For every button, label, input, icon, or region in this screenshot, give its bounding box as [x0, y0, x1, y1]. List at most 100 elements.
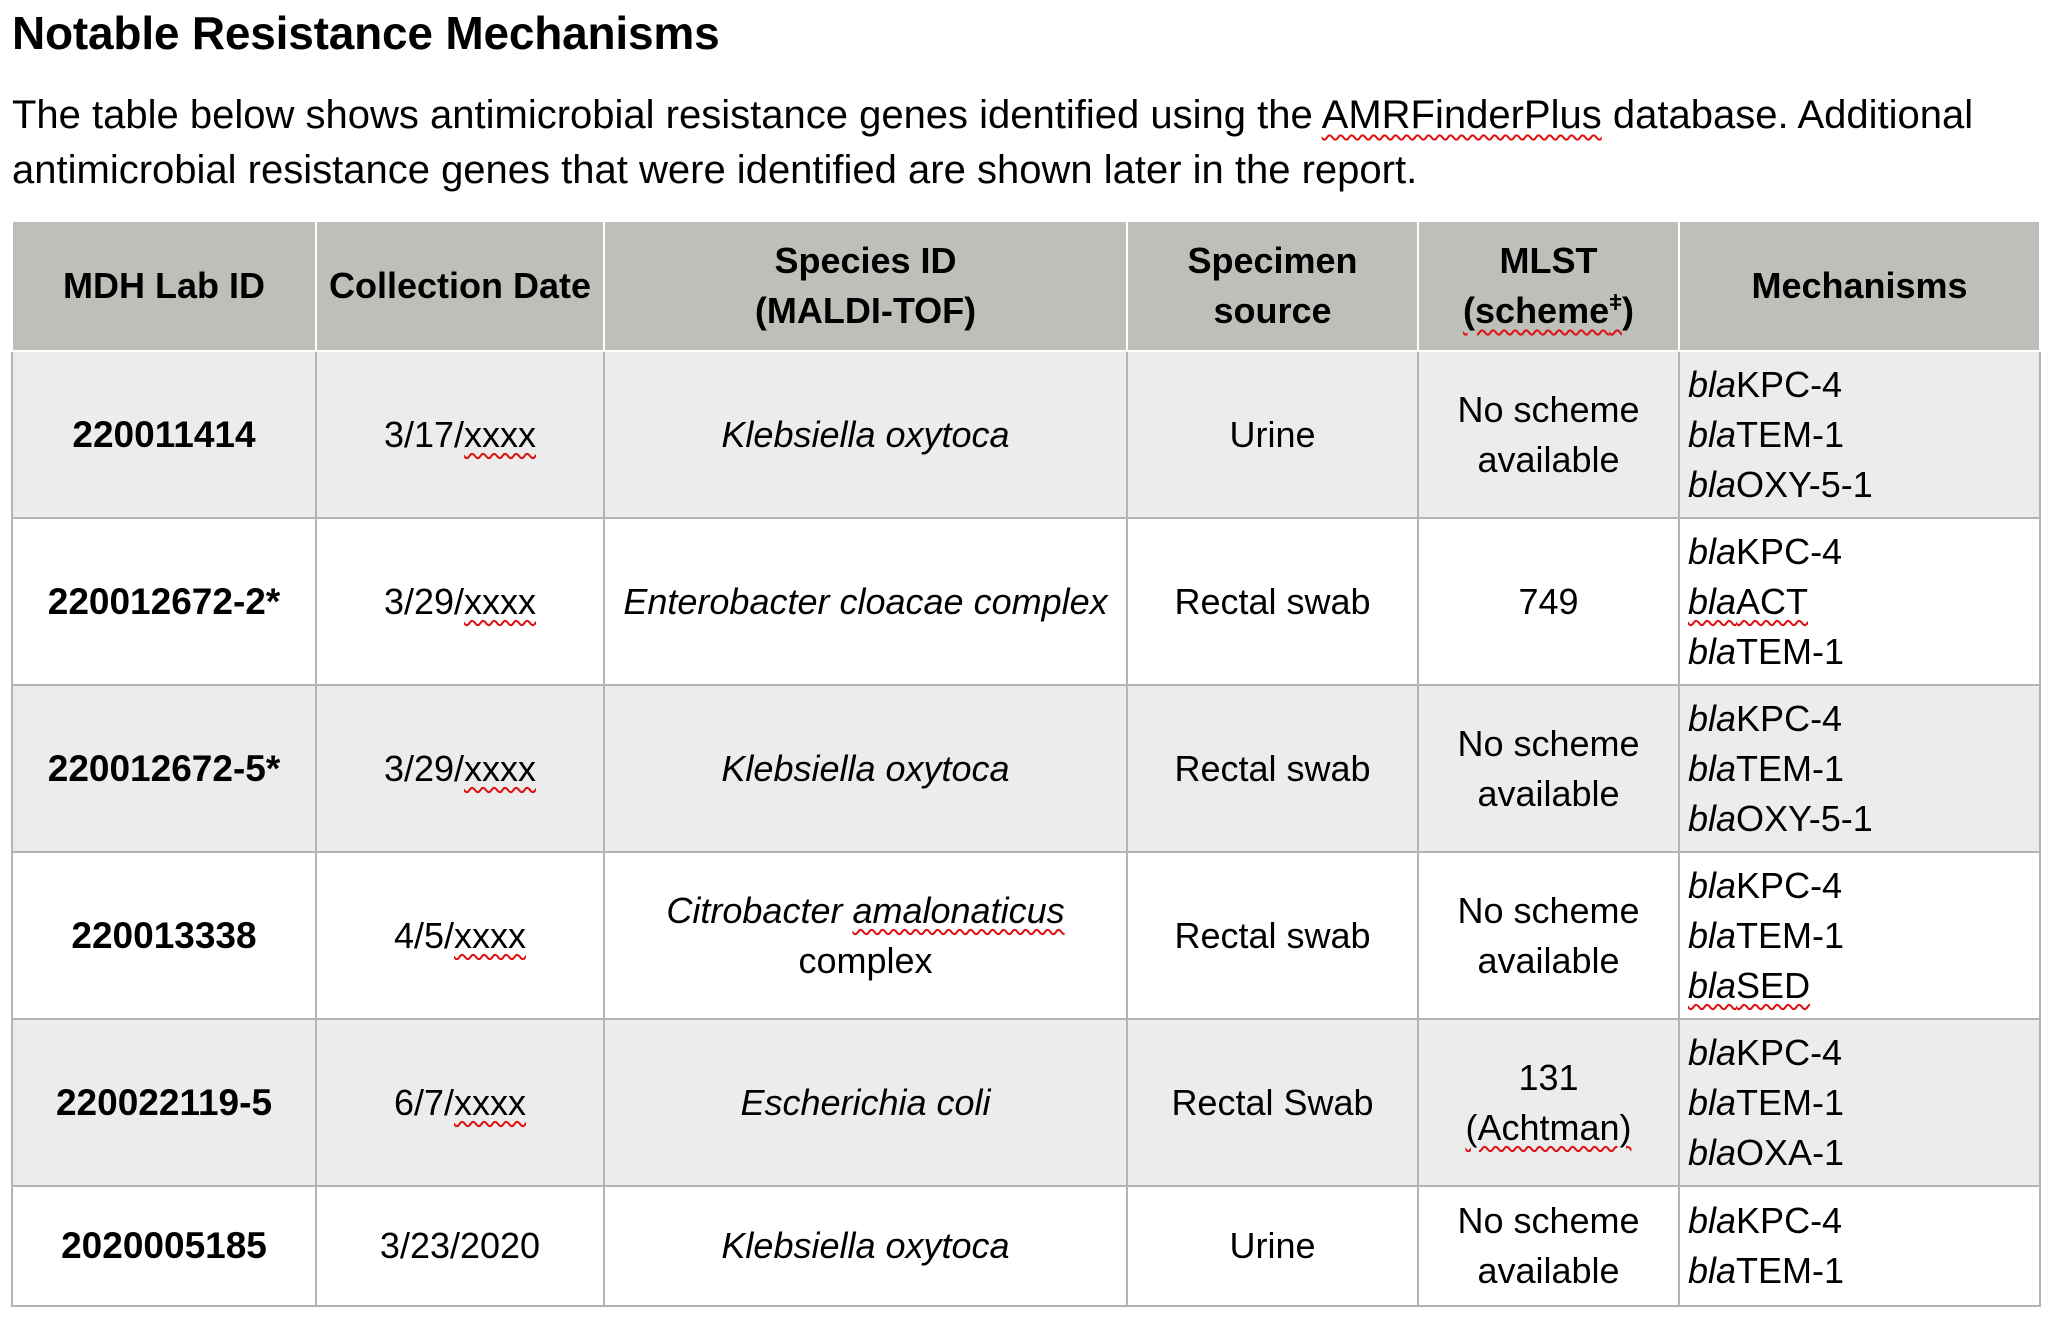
gene-squiggle: blaSED [1688, 965, 1810, 1006]
specimen-source-cell: Rectal swab [1126, 517, 1419, 686]
gene-prefix: bla [1688, 864, 1737, 906]
gene-prefix: bla [1688, 697, 1737, 739]
table-row: 220013338 4/5/xxxx Citrobacter amalonati… [11, 851, 2041, 1020]
header-collection-date: Collection Date [315, 220, 605, 352]
gene-name: OXA-1 [1736, 1131, 1845, 1173]
species-line1-wrap: Citrobacter amalonaticus [666, 890, 1064, 931]
lab-id-cell: 220022119-5 [11, 1018, 317, 1187]
intro-text-start: The table below shows antimicrobial resi… [12, 93, 1322, 137]
gene-entry: blaKPC-4 [1688, 527, 2031, 577]
header-mlst: MLST (schemeǂ) [1417, 220, 1680, 352]
date-suffix: xxxx [464, 413, 537, 455]
table-row: 220012672-5* 3/29/xxxx Klebsiella oxytoc… [11, 684, 2041, 853]
gene-prefix: bla [1688, 363, 1737, 405]
gene-entry: blaTEM-1 [1688, 1246, 2031, 1296]
table-row: 220022119-5 6/7/xxxx Escherichia coli Re… [11, 1018, 2041, 1187]
gene-name: TEM-1 [1736, 630, 1845, 672]
header-mlst-close: ) [1621, 290, 1634, 331]
gene-name: KPC-4 [1736, 1200, 1843, 1241]
mlst-line2: available [1477, 438, 1620, 480]
date-prefix: 4/5/ [393, 914, 455, 956]
mlst-cell: 749 [1417, 517, 1680, 686]
gene-name: TEM-1 [1736, 747, 1845, 789]
lab-id-cell: 220011414 [11, 350, 317, 519]
species-line1: Escherichia coli [740, 1081, 991, 1123]
mlst-line1: No scheme [1457, 1200, 1640, 1241]
lab-id-cell: 220012672-2* [11, 517, 317, 686]
species-cell: Citrobacter amalonaticus complex [603, 851, 1128, 1020]
gene-squiggle: blaACT [1688, 581, 1808, 622]
table-header-row: MDH Lab ID Collection Date Species ID (MA… [11, 220, 2041, 352]
header-source-line1: Specimen [1187, 240, 1358, 281]
header-species-line1: Species ID [774, 240, 957, 281]
collection-date-cell: 3/29/xxxx [315, 517, 605, 686]
gene-name: TEM-1 [1736, 1250, 1845, 1291]
lab-id-cell: 2020005185 [11, 1185, 317, 1307]
header-mlst-superscript: ǂ [1609, 290, 1622, 315]
header-lab-id: MDH Lab ID [11, 220, 317, 352]
mlst-cell: No scheme available [1417, 350, 1680, 519]
collection-date-cell: 6/7/xxxx [315, 1018, 605, 1187]
mechanisms-cell: blaKPC-4 blaTEM-1 blaSED [1678, 851, 2041, 1020]
gene-prefix: bla [1688, 630, 1737, 672]
specimen-source-cell: Rectal swab [1126, 851, 1419, 1020]
gene-entry: blaTEM-1 [1688, 410, 2031, 460]
gene-name: KPC-4 [1736, 864, 1843, 906]
gene-prefix: bla [1688, 964, 1737, 1006]
page-title: Notable Resistance Mechanisms [12, 7, 720, 59]
gene-entry: blaOXY-5-1 [1688, 460, 2031, 510]
gene-prefix: bla [1688, 1200, 1737, 1241]
specimen-source-cell: Rectal Swab [1126, 1018, 1419, 1187]
date-prefix: 3/29/ [383, 747, 465, 789]
mlst-cell: 131 (Achtman) [1417, 1018, 1680, 1187]
date-suffix: xxxx [464, 580, 537, 622]
collection-date-cell: 3/17/xxxx [315, 350, 605, 519]
gene-entry: blaKPC-4 [1688, 694, 2031, 744]
intro-text-end: database. Additional antimicrobial resis… [12, 93, 1974, 192]
amrfinderplus-link: AMRFinderPlus [1321, 93, 1602, 137]
table-row: 220011414 3/17/xxxx Klebsiella oxytoca U… [11, 350, 2041, 519]
resistance-table: MDH Lab ID Collection Date Species ID (MA… [11, 220, 2041, 1307]
mlst-line1: 131 [1518, 1056, 1579, 1098]
gene-prefix: bla [1688, 580, 1737, 622]
gene-entry: blaKPC-4 [1688, 861, 2031, 911]
gene-prefix: bla [1688, 797, 1737, 839]
collection-date-cell: 3/23/2020 [315, 1185, 605, 1307]
header-mlst-line1: MLST [1499, 240, 1598, 281]
gene-name: TEM-1 [1736, 1081, 1845, 1123]
gene-prefix: bla [1688, 1081, 1737, 1123]
mlst-line2: available [1477, 939, 1620, 981]
species-line1: Enterobacter cloacae complex [623, 580, 1108, 622]
lab-id-cell: 220012672-5* [11, 684, 317, 853]
species-cell: Escherichia coli [603, 1018, 1128, 1187]
gene-prefix: bla [1688, 747, 1737, 789]
species-squiggle-word: amalonaticus [852, 889, 1065, 931]
date-suffix: xxxx [454, 914, 527, 956]
species-line1: Klebsiella oxytoca [721, 747, 1010, 789]
gene-name: OXY-5-1 [1736, 797, 1873, 839]
mlst-line1: No scheme [1457, 388, 1640, 430]
mechanisms-cell: blaKPC-4 blaTEM-1 [1678, 1185, 2041, 1307]
intro-paragraph: The table below shows antimicrobial resi… [12, 88, 2042, 198]
collection-date-cell: 3/29/xxxx [315, 684, 605, 853]
table-row: 220012672-2* 3/29/xxxx Enterobacter cloa… [11, 517, 2041, 686]
table-row: 2020005185 3/23/2020 Klebsiella oxytoca … [11, 1185, 2041, 1307]
gene-name: KPC-4 [1736, 530, 1843, 572]
gene-entry: blaOXA-1 [1688, 1128, 2031, 1178]
species-cell: Klebsiella oxytoca [603, 1185, 1128, 1307]
mlst-cell: No scheme available [1417, 684, 1680, 853]
gene-entry: blaKPC-4 [1688, 360, 2031, 410]
gene-name: KPC-4 [1736, 363, 1843, 405]
gene-entry: blaTEM-1 [1688, 1078, 2031, 1128]
mechanisms-cell: blaKPC-4 blaTEM-1 blaOXA-1 [1678, 1018, 2041, 1187]
date-prefix: 3/23/2020 [379, 1225, 541, 1266]
gene-entry: blaSED [1688, 961, 2031, 1011]
gene-entry: blaKPC-4 [1688, 1196, 2031, 1246]
mlst-line2: (Achtman) [1465, 1106, 1632, 1148]
mlst-cell: No scheme available [1417, 1185, 1680, 1307]
date-suffix: xxxx [464, 747, 537, 789]
gene-prefix: bla [1688, 413, 1737, 455]
gene-name: KPC-4 [1736, 1031, 1843, 1073]
mlst-line1: No scheme [1457, 722, 1640, 764]
gene-entry: blaKPC-4 [1688, 1028, 2031, 1078]
